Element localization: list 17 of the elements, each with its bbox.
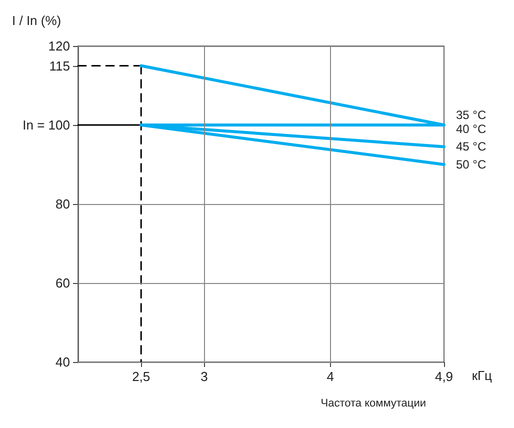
y-tick-label: 120 xyxy=(48,38,70,54)
series-label: 45 °C xyxy=(456,140,486,154)
y-axis-title: I / In (%) xyxy=(12,13,62,28)
text: кГц xyxy=(472,368,493,383)
x-tick-label: 4 xyxy=(326,369,334,384)
series-label: 35 °C xyxy=(456,108,486,122)
y-tick-label: 115 xyxy=(49,58,70,74)
series-label: 40 °C xyxy=(456,122,486,136)
x-tick-label: 4,9 xyxy=(434,369,454,384)
x-tick-label: 2,5 xyxy=(132,369,150,384)
x-tick-label: 3 xyxy=(200,369,208,384)
y-tick-label: 80 xyxy=(56,196,70,212)
y-tick-label: In = 100 xyxy=(22,118,70,132)
y-tick-label: 40 xyxy=(56,354,70,370)
series-label: 50 °C xyxy=(456,158,486,172)
y-tick-label: 60 xyxy=(56,276,70,290)
x-axis-title: Частота коммутации xyxy=(320,398,426,410)
